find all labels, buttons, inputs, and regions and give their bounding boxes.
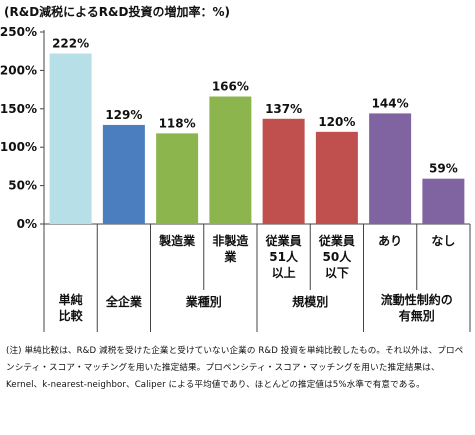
bar-value-label: 222%: [52, 37, 89, 51]
category-label: 非製造業: [212, 233, 249, 264]
group-label: 全企業: [105, 294, 143, 309]
bar: [369, 113, 412, 224]
bar: [262, 118, 305, 224]
group-label: 流動性制約の有無別: [381, 292, 453, 323]
y-tick-label: 150%: [0, 102, 37, 116]
bar-value-label: 137%: [265, 102, 302, 116]
group-label: 業種別: [185, 294, 222, 309]
category-label: あり: [378, 234, 402, 248]
category-label: 従業員 50人以下: [318, 233, 355, 280]
bar: [315, 131, 358, 224]
y-tick-label: 200%: [0, 63, 37, 77]
bar: [422, 178, 465, 224]
bar: [209, 96, 252, 224]
footnote: (注) 単純比較は、R&D 減税を受けた企業と受けていない企業の R&D 投資を…: [6, 343, 468, 394]
category-label: 従業員 51人以上: [265, 233, 302, 280]
bar-value-label: 59%: [429, 162, 458, 176]
footnote-text: 単純比較は、R&D 減税を受けた企業と受けていない企業の R&D 投資を単純比較…: [6, 346, 464, 390]
category-label: なし: [431, 234, 455, 248]
chart-title: (R&D減税によるR&D投資の増加率：%): [4, 5, 230, 19]
bar-chart: 0% 50% 100% 150% 200% 250% 222% 129% 118% 166% 137…: [0, 25, 471, 332]
bar: [156, 133, 199, 224]
bar: [102, 124, 145, 224]
group-label: 単純比較: [59, 292, 84, 323]
group-label: 規模別: [292, 294, 328, 309]
y-tick-label: 50%: [8, 179, 37, 193]
footnote-prefix: (注): [6, 346, 22, 356]
bar-value-label: 144%: [372, 96, 409, 110]
y-tick-label: 250%: [0, 25, 37, 39]
y-tick-label: 0%: [17, 217, 37, 231]
bar-value-label: 118%: [159, 116, 196, 130]
bar-value-label: 166%: [212, 80, 249, 94]
category-label: 製造業: [158, 233, 196, 248]
bar-value-label: 120%: [318, 115, 355, 129]
bar-value-label: 129%: [105, 108, 142, 122]
bar: [49, 53, 92, 225]
y-tick-label: 100%: [0, 140, 37, 154]
